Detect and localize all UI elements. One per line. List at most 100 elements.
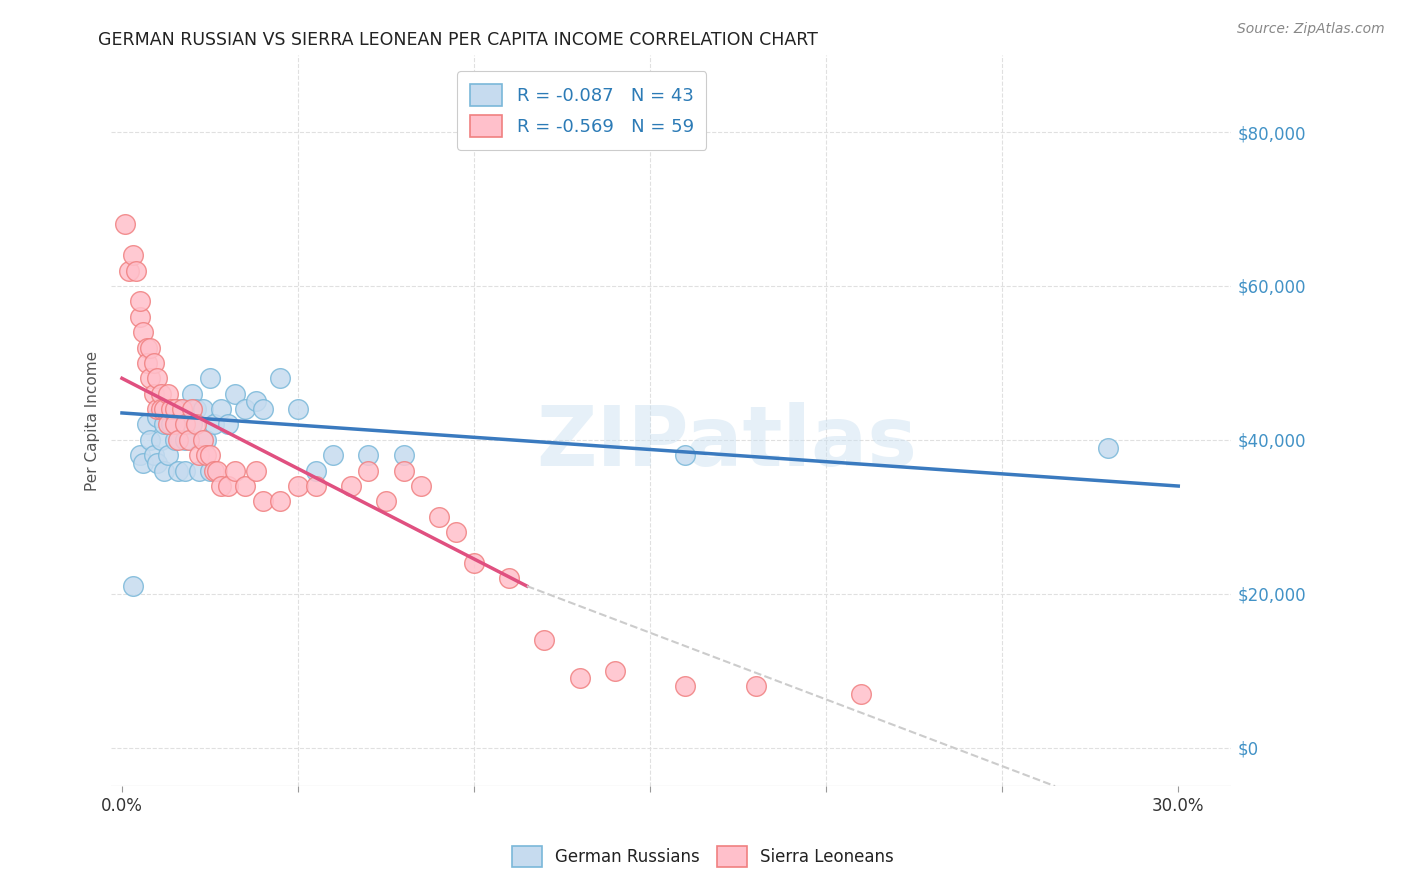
Point bbox=[184, 417, 207, 432]
Point bbox=[163, 402, 186, 417]
Point bbox=[146, 371, 169, 385]
Point bbox=[252, 402, 274, 417]
Point bbox=[156, 386, 179, 401]
Point bbox=[181, 402, 204, 417]
Point bbox=[673, 448, 696, 462]
Point bbox=[191, 402, 214, 417]
Point bbox=[745, 679, 768, 693]
Point bbox=[252, 494, 274, 508]
Y-axis label: Per Capita Income: Per Capita Income bbox=[86, 351, 100, 491]
Point bbox=[205, 464, 228, 478]
Point bbox=[357, 464, 380, 478]
Point bbox=[139, 433, 162, 447]
Point bbox=[177, 433, 200, 447]
Point bbox=[198, 448, 221, 462]
Point bbox=[375, 494, 398, 508]
Point bbox=[139, 371, 162, 385]
Point bbox=[209, 402, 232, 417]
Point bbox=[135, 341, 157, 355]
Point bbox=[287, 402, 309, 417]
Point bbox=[188, 464, 211, 478]
Point bbox=[498, 571, 520, 585]
Point bbox=[184, 402, 207, 417]
Point bbox=[174, 433, 197, 447]
Point bbox=[132, 456, 155, 470]
Point bbox=[121, 248, 143, 262]
Text: GERMAN RUSSIAN VS SIERRA LEONEAN PER CAPITA INCOME CORRELATION CHART: GERMAN RUSSIAN VS SIERRA LEONEAN PER CAP… bbox=[98, 31, 818, 49]
Point bbox=[202, 417, 225, 432]
Point bbox=[446, 525, 468, 540]
Point bbox=[167, 433, 190, 447]
Point bbox=[160, 417, 183, 432]
Point bbox=[163, 433, 186, 447]
Point bbox=[156, 448, 179, 462]
Point bbox=[174, 464, 197, 478]
Text: ZIPatlas: ZIPatlas bbox=[537, 402, 918, 483]
Point bbox=[1097, 441, 1119, 455]
Point bbox=[245, 394, 267, 409]
Point bbox=[181, 386, 204, 401]
Text: Source: ZipAtlas.com: Source: ZipAtlas.com bbox=[1237, 22, 1385, 37]
Point bbox=[533, 632, 555, 647]
Point bbox=[146, 409, 169, 424]
Point bbox=[217, 417, 239, 432]
Point bbox=[167, 464, 190, 478]
Point bbox=[287, 479, 309, 493]
Point bbox=[568, 672, 591, 686]
Point bbox=[209, 479, 232, 493]
Point bbox=[233, 479, 256, 493]
Point bbox=[118, 263, 141, 277]
Point bbox=[142, 356, 165, 370]
Point bbox=[224, 464, 246, 478]
Point bbox=[114, 218, 136, 232]
Point bbox=[153, 464, 176, 478]
Point bbox=[128, 294, 150, 309]
Point bbox=[170, 402, 193, 417]
Point bbox=[163, 402, 186, 417]
Legend: R = -0.087   N = 43, R = -0.569   N = 59: R = -0.087 N = 43, R = -0.569 N = 59 bbox=[457, 71, 706, 150]
Point bbox=[146, 402, 169, 417]
Point bbox=[135, 417, 157, 432]
Point bbox=[149, 402, 172, 417]
Point bbox=[160, 402, 183, 417]
Legend: German Russians, Sierra Leoneans: German Russians, Sierra Leoneans bbox=[502, 836, 904, 877]
Point bbox=[463, 556, 485, 570]
Point bbox=[135, 356, 157, 370]
Point bbox=[202, 464, 225, 478]
Point bbox=[340, 479, 363, 493]
Point bbox=[132, 325, 155, 339]
Point bbox=[156, 417, 179, 432]
Point bbox=[142, 386, 165, 401]
Point bbox=[128, 448, 150, 462]
Point bbox=[304, 479, 326, 493]
Point bbox=[121, 579, 143, 593]
Point bbox=[392, 448, 415, 462]
Point bbox=[191, 433, 214, 447]
Point bbox=[392, 464, 415, 478]
Point bbox=[125, 263, 148, 277]
Point bbox=[198, 371, 221, 385]
Point bbox=[198, 464, 221, 478]
Point bbox=[128, 310, 150, 324]
Point bbox=[851, 687, 873, 701]
Point bbox=[322, 448, 344, 462]
Point bbox=[139, 341, 162, 355]
Point bbox=[224, 386, 246, 401]
Point bbox=[357, 448, 380, 462]
Point bbox=[153, 402, 176, 417]
Point bbox=[181, 417, 204, 432]
Point bbox=[195, 433, 218, 447]
Point bbox=[163, 417, 186, 432]
Point bbox=[153, 417, 176, 432]
Point bbox=[233, 402, 256, 417]
Point bbox=[149, 433, 172, 447]
Point bbox=[142, 448, 165, 462]
Point bbox=[170, 402, 193, 417]
Point bbox=[174, 417, 197, 432]
Point bbox=[673, 679, 696, 693]
Point bbox=[245, 464, 267, 478]
Point bbox=[195, 448, 218, 462]
Point bbox=[269, 371, 291, 385]
Point bbox=[149, 386, 172, 401]
Point bbox=[188, 448, 211, 462]
